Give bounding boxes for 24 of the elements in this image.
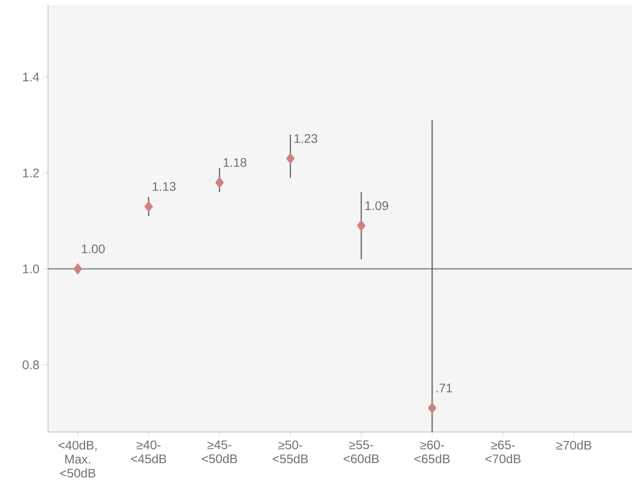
point [144,200,153,212]
x-tick-label: ≥50-<55dB [272,440,308,464]
x-tick-label: ≥70dB [556,440,592,450]
data-label: .71 [436,384,452,392]
point [286,152,295,164]
data-label: 1.23 [294,134,318,143]
point [428,402,436,414]
x-tick-label: ≥45-<50dB [202,440,238,464]
y-tick-label: 1.2 [23,168,39,178]
x-tick-label: ≥40-<45dB [131,440,166,464]
y-tick-label: 1.4 [23,72,40,82]
x-tick-label: ≥60-<65dB [414,440,450,464]
y-tick-label: 0.8 [22,360,39,370]
x-tick-label: <40dB, Max. <50dB [58,440,97,478]
data-label: 1.09 [365,201,388,210]
data-label: 1.13 [152,182,176,191]
point [73,263,82,275]
data-label: 1.18 [224,158,246,167]
data-label: 1.00 [82,244,105,254]
x-tick-label: ≥65-<70dB [485,440,521,464]
y-tick-label: 1.0 [23,264,39,274]
point [215,176,224,188]
x-tick-label: ≥55-<60dB [344,440,379,464]
point [356,220,366,232]
